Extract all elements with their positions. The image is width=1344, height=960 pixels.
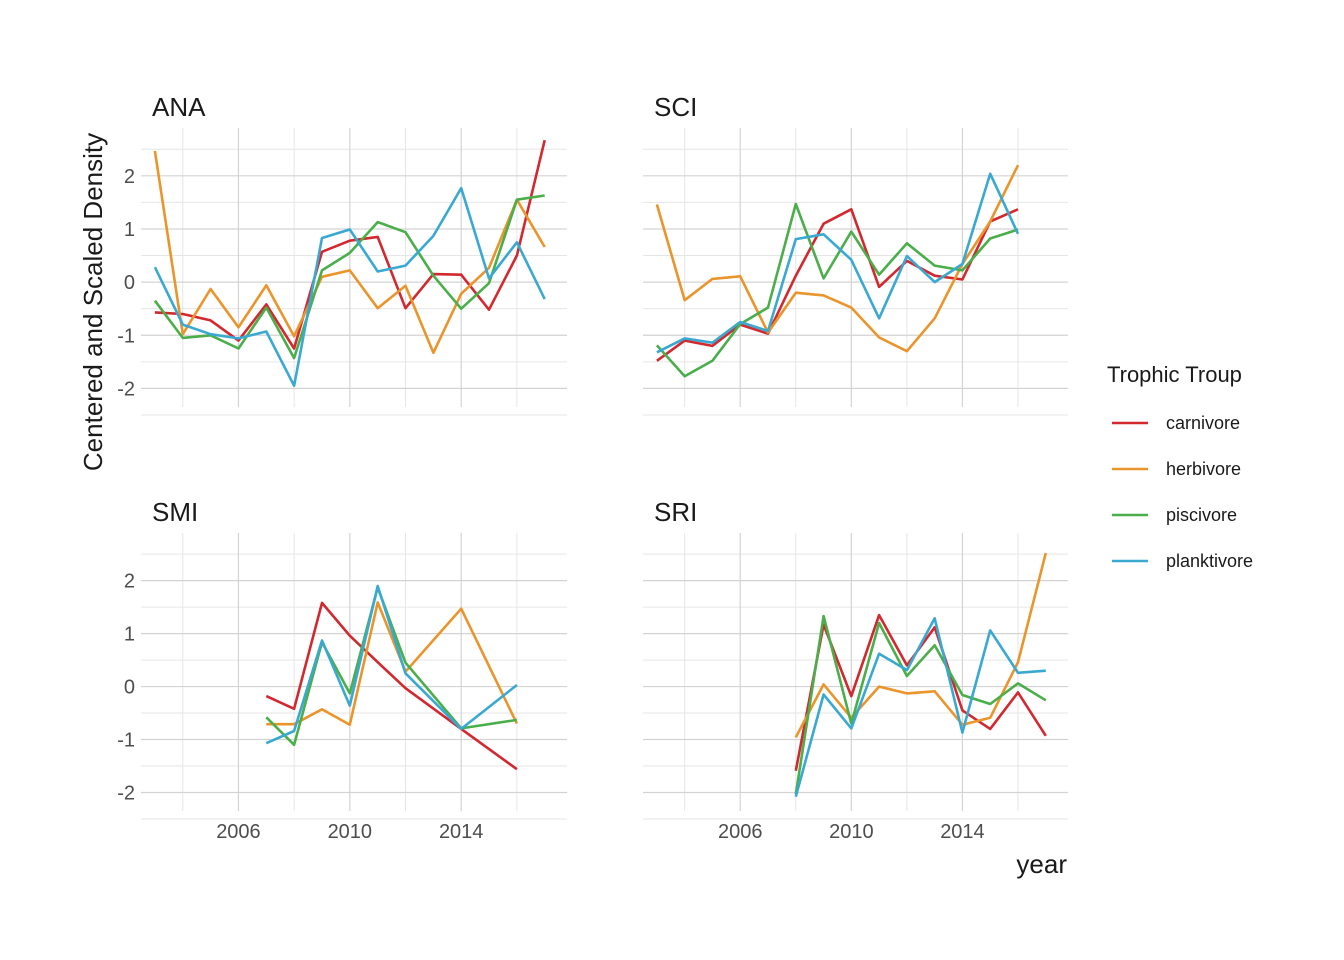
panel-title: SCI (654, 92, 697, 122)
y-tick-label: -2 (117, 782, 135, 804)
legend-title: Trophic Troup (1107, 362, 1242, 387)
legend-label-carnivore: carnivore (1166, 413, 1240, 433)
panel-sci: SCI (643, 92, 1068, 416)
series-line-herbivore-sci (655, 164, 1020, 353)
x-tick-label: 2006 (216, 821, 261, 843)
y-tick-label: 1 (124, 219, 135, 241)
x-axis-title: year (1016, 849, 1067, 879)
x-tick-label: 2010 (328, 821, 373, 843)
series-line-piscivore-ana (153, 194, 545, 360)
series-line-carnivore-ana (154, 139, 546, 350)
panel-ana: -2 -1 0 1 2 ANA (117, 92, 567, 416)
x-tick-label: 2014 (940, 821, 985, 843)
panel-title: SMI (152, 497, 198, 527)
series-line-planktivore-sci (656, 172, 1020, 354)
y-tick-label: 2 (124, 166, 135, 188)
legend-label-herbivore: herbivore (1166, 459, 1241, 479)
x-tick-label: 2010 (829, 821, 874, 843)
series-line-planktivore-sri (794, 616, 1046, 798)
series-line-carnivore-sci (656, 208, 1019, 362)
y-tick-label: 0 (124, 272, 135, 294)
y-axis-title: Centered and Scaled Density (78, 133, 108, 471)
y-tick-label: 2 (124, 571, 135, 593)
series-line-herbivore-smi (266, 601, 519, 727)
y-tick-label: -1 (117, 325, 135, 347)
series-line-piscivore-smi (265, 586, 518, 747)
panel-title: ANA (152, 92, 206, 122)
legend-label-piscivore: piscivore (1166, 505, 1237, 525)
legend-label-planktivore: planktivore (1166, 551, 1253, 571)
series-line-piscivore-sri (794, 614, 1047, 795)
panel-title: SRI (654, 497, 697, 527)
y-tick-label: 1 (124, 624, 135, 646)
series-line-planktivore-smi (265, 584, 518, 745)
x-tick-label: 2006 (718, 821, 763, 843)
y-tick-label: -1 (117, 730, 135, 752)
panel-smi: -2 -1 0 1 2 2006 2010 2014 SMI (117, 497, 567, 843)
series-line-herbivore-ana (153, 150, 546, 355)
series-line-piscivore-sci (655, 202, 1019, 378)
y-tick-label: -2 (117, 378, 135, 400)
legend: Trophic Troup carnivore herbivore piscivor… (1107, 362, 1253, 571)
y-tick-label: 0 (124, 677, 135, 699)
x-tick-label: 2014 (439, 821, 484, 843)
series-line-planktivore-ana (153, 186, 546, 388)
panel-sri: 2006 2010 2014 SRI (643, 497, 1068, 843)
series-line-herbivore-sri (794, 552, 1048, 739)
